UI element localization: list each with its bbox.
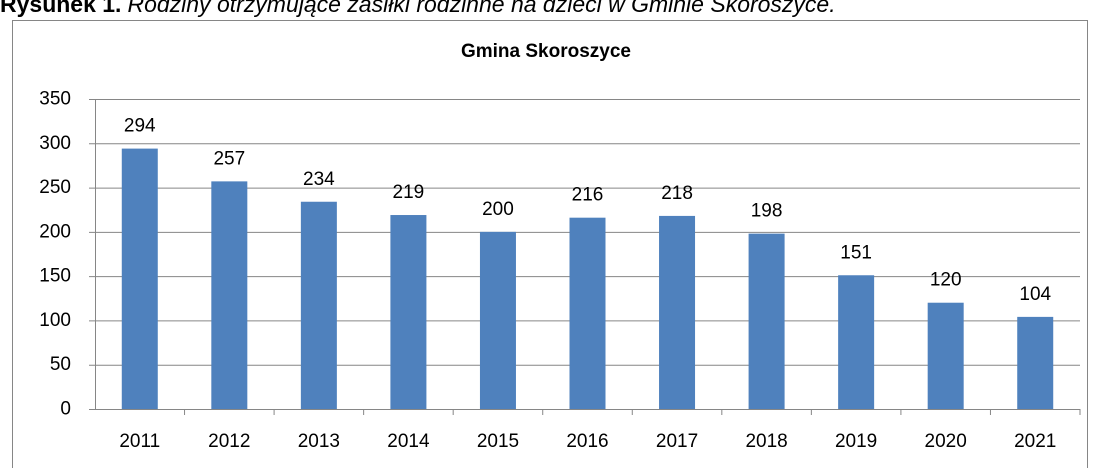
x-tick-label: 2017 (656, 431, 698, 452)
x-tick-label: 2013 (298, 431, 340, 452)
value-label: 120 (930, 270, 962, 291)
figure-caption: Rysunek 1. Rodziny otrzymujące zasiłki ro… (0, 0, 836, 17)
value-label: 104 (1019, 284, 1051, 305)
value-label: 216 (572, 185, 604, 206)
bar (300, 201, 337, 409)
chart-title: Gmina Skoroszyce (461, 41, 631, 62)
bar (838, 275, 875, 409)
bar (927, 302, 964, 409)
value-label: 294 (124, 116, 156, 137)
x-tick-label: 2014 (387, 431, 430, 452)
x-tick-label: 2019 (835, 431, 877, 452)
caption-text: Rodziny otrzymujące zasiłki rodzinne na … (127, 0, 835, 17)
bar (659, 215, 696, 409)
value-label: 200 (482, 199, 514, 220)
bar (390, 215, 427, 409)
x-tick-label: 2021 (1014, 431, 1056, 452)
y-tick-label: 200 (39, 221, 71, 242)
y-tick-label: 0 (60, 399, 71, 420)
bar (748, 233, 785, 409)
value-label: 219 (393, 182, 425, 203)
value-label: 234 (303, 169, 335, 190)
bar (211, 181, 248, 409)
y-tick-label: 300 (39, 133, 71, 154)
figure-label: Rysunek 1. (0, 0, 121, 17)
y-tick-label: 100 (39, 310, 71, 331)
x-tick-label: 2011 (119, 431, 160, 452)
y-tick-label: 50 (50, 354, 71, 375)
bar (569, 217, 606, 409)
bar (479, 231, 516, 409)
bar (1017, 316, 1054, 409)
bar (121, 148, 158, 409)
x-tick-label: 2016 (566, 431, 608, 452)
value-label: 257 (213, 148, 245, 169)
y-tick-label: 250 (39, 177, 71, 198)
x-tick-label: 2018 (745, 431, 787, 452)
chart-border (12, 20, 1088, 468)
x-tick-label: 2012 (208, 431, 250, 452)
y-tick-label: 150 (39, 266, 71, 287)
y-tick-label: 350 (39, 89, 71, 110)
value-label: 151 (840, 242, 872, 263)
value-label: 198 (751, 201, 783, 222)
x-tick-label: 2015 (477, 431, 519, 452)
value-label: 218 (661, 183, 693, 204)
x-tick-label: 2020 (925, 431, 967, 452)
